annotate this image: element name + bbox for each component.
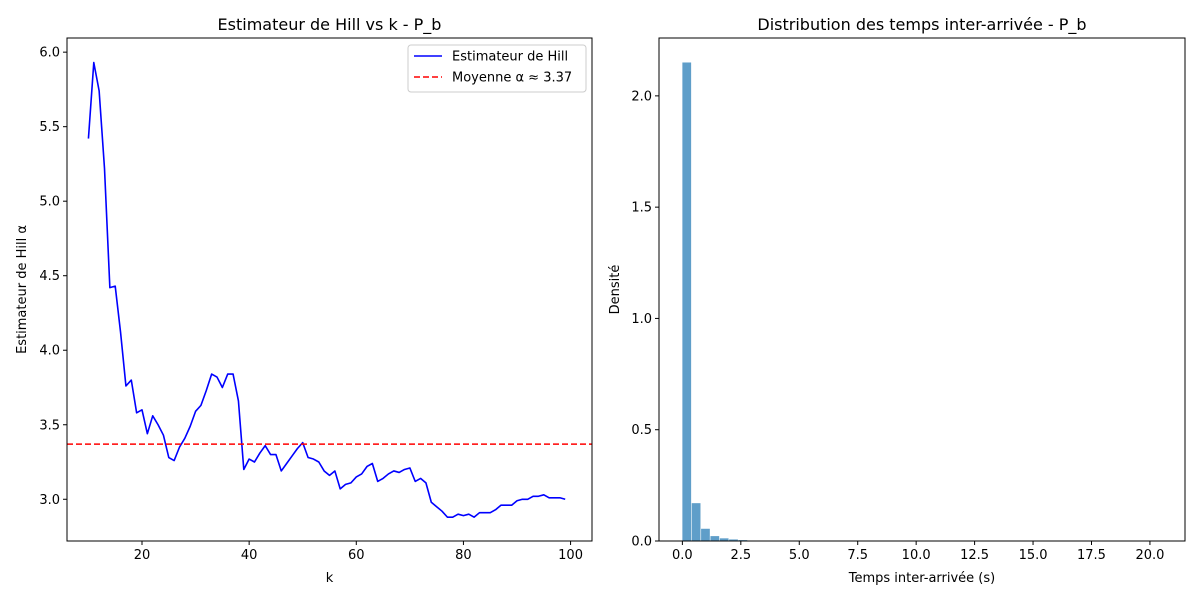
y-tick-label: 3.0 [39, 493, 60, 508]
histogram-bar [729, 539, 738, 541]
y-tick-label: 4.5 [39, 269, 60, 284]
x-tick-label: 7.5 [847, 548, 868, 563]
chart-title-hill: Estimateur de Hill vs k - P_b [218, 15, 442, 35]
legend-label-hill: Estimateur de Hill [452, 50, 568, 65]
legend-hill: Estimateur de Hill Moyenne α ≈ 3.37 [407, 44, 587, 93]
y-tick-label: 0.0 [631, 535, 652, 550]
axes-frame-hill [66, 37, 593, 542]
x-tick-label: 20 [134, 548, 151, 563]
x-tick-label: 17.5 [1077, 548, 1106, 563]
x-tick-label: 10.0 [902, 548, 931, 563]
y-tick-label: 1.5 [631, 201, 652, 216]
y-tick-label: 5.5 [39, 120, 60, 135]
legend-box [407, 44, 587, 93]
interarrival-histogram-chart: Distribution des temps inter-arrivée - P… [608, 15, 1186, 586]
histogram-bar [691, 503, 701, 541]
x-tick-label: 2.5 [730, 548, 751, 563]
x-tick-label: 20.0 [1135, 548, 1164, 563]
y-axis-label-histogram: Densité [608, 265, 623, 315]
histogram-bar [710, 536, 720, 541]
histogram-bar [701, 528, 710, 541]
x-tick-label: 5.0 [789, 548, 810, 563]
x-tick-label: 15.0 [1019, 548, 1048, 563]
hill-estimator-chart: Estimateur de Hill vs k - P_b 20 40 60 80 10… [15, 15, 593, 586]
y-axis-label-hill: Estimateur de Hill α [15, 225, 30, 354]
histogram-bar [719, 538, 729, 541]
hill-estimator-line [87, 61, 566, 518]
x-tick-label: 60 [348, 548, 365, 563]
x-axis-label-histogram: Temps inter-arrivée (s) [848, 571, 995, 586]
x-tick-label: 80 [455, 548, 472, 563]
y-tick-label: 2.0 [631, 89, 652, 104]
chart-title-histogram: Distribution des temps inter-arrivée - P… [757, 15, 1086, 35]
y-tick-label: 0.5 [631, 423, 652, 438]
x-tick-label: 0.0 [672, 548, 693, 563]
y-tick-label: 6.0 [39, 46, 60, 61]
axes-frame-histogram [658, 37, 1186, 542]
x-tick-label: 40 [241, 548, 258, 563]
y-tick-label: 1.0 [631, 312, 652, 327]
y-tick-label: 5.0 [39, 195, 60, 210]
x-tick-label: 100 [558, 548, 583, 563]
x-axis-label-hill: k [326, 571, 334, 586]
y-tick-label: 4.0 [39, 344, 60, 359]
legend-label-mean: Moyenne α ≈ 3.37 [452, 71, 572, 86]
histogram-bar [682, 62, 692, 541]
x-tick-label: 12.5 [960, 548, 989, 563]
y-tick-label: 3.5 [39, 418, 60, 433]
